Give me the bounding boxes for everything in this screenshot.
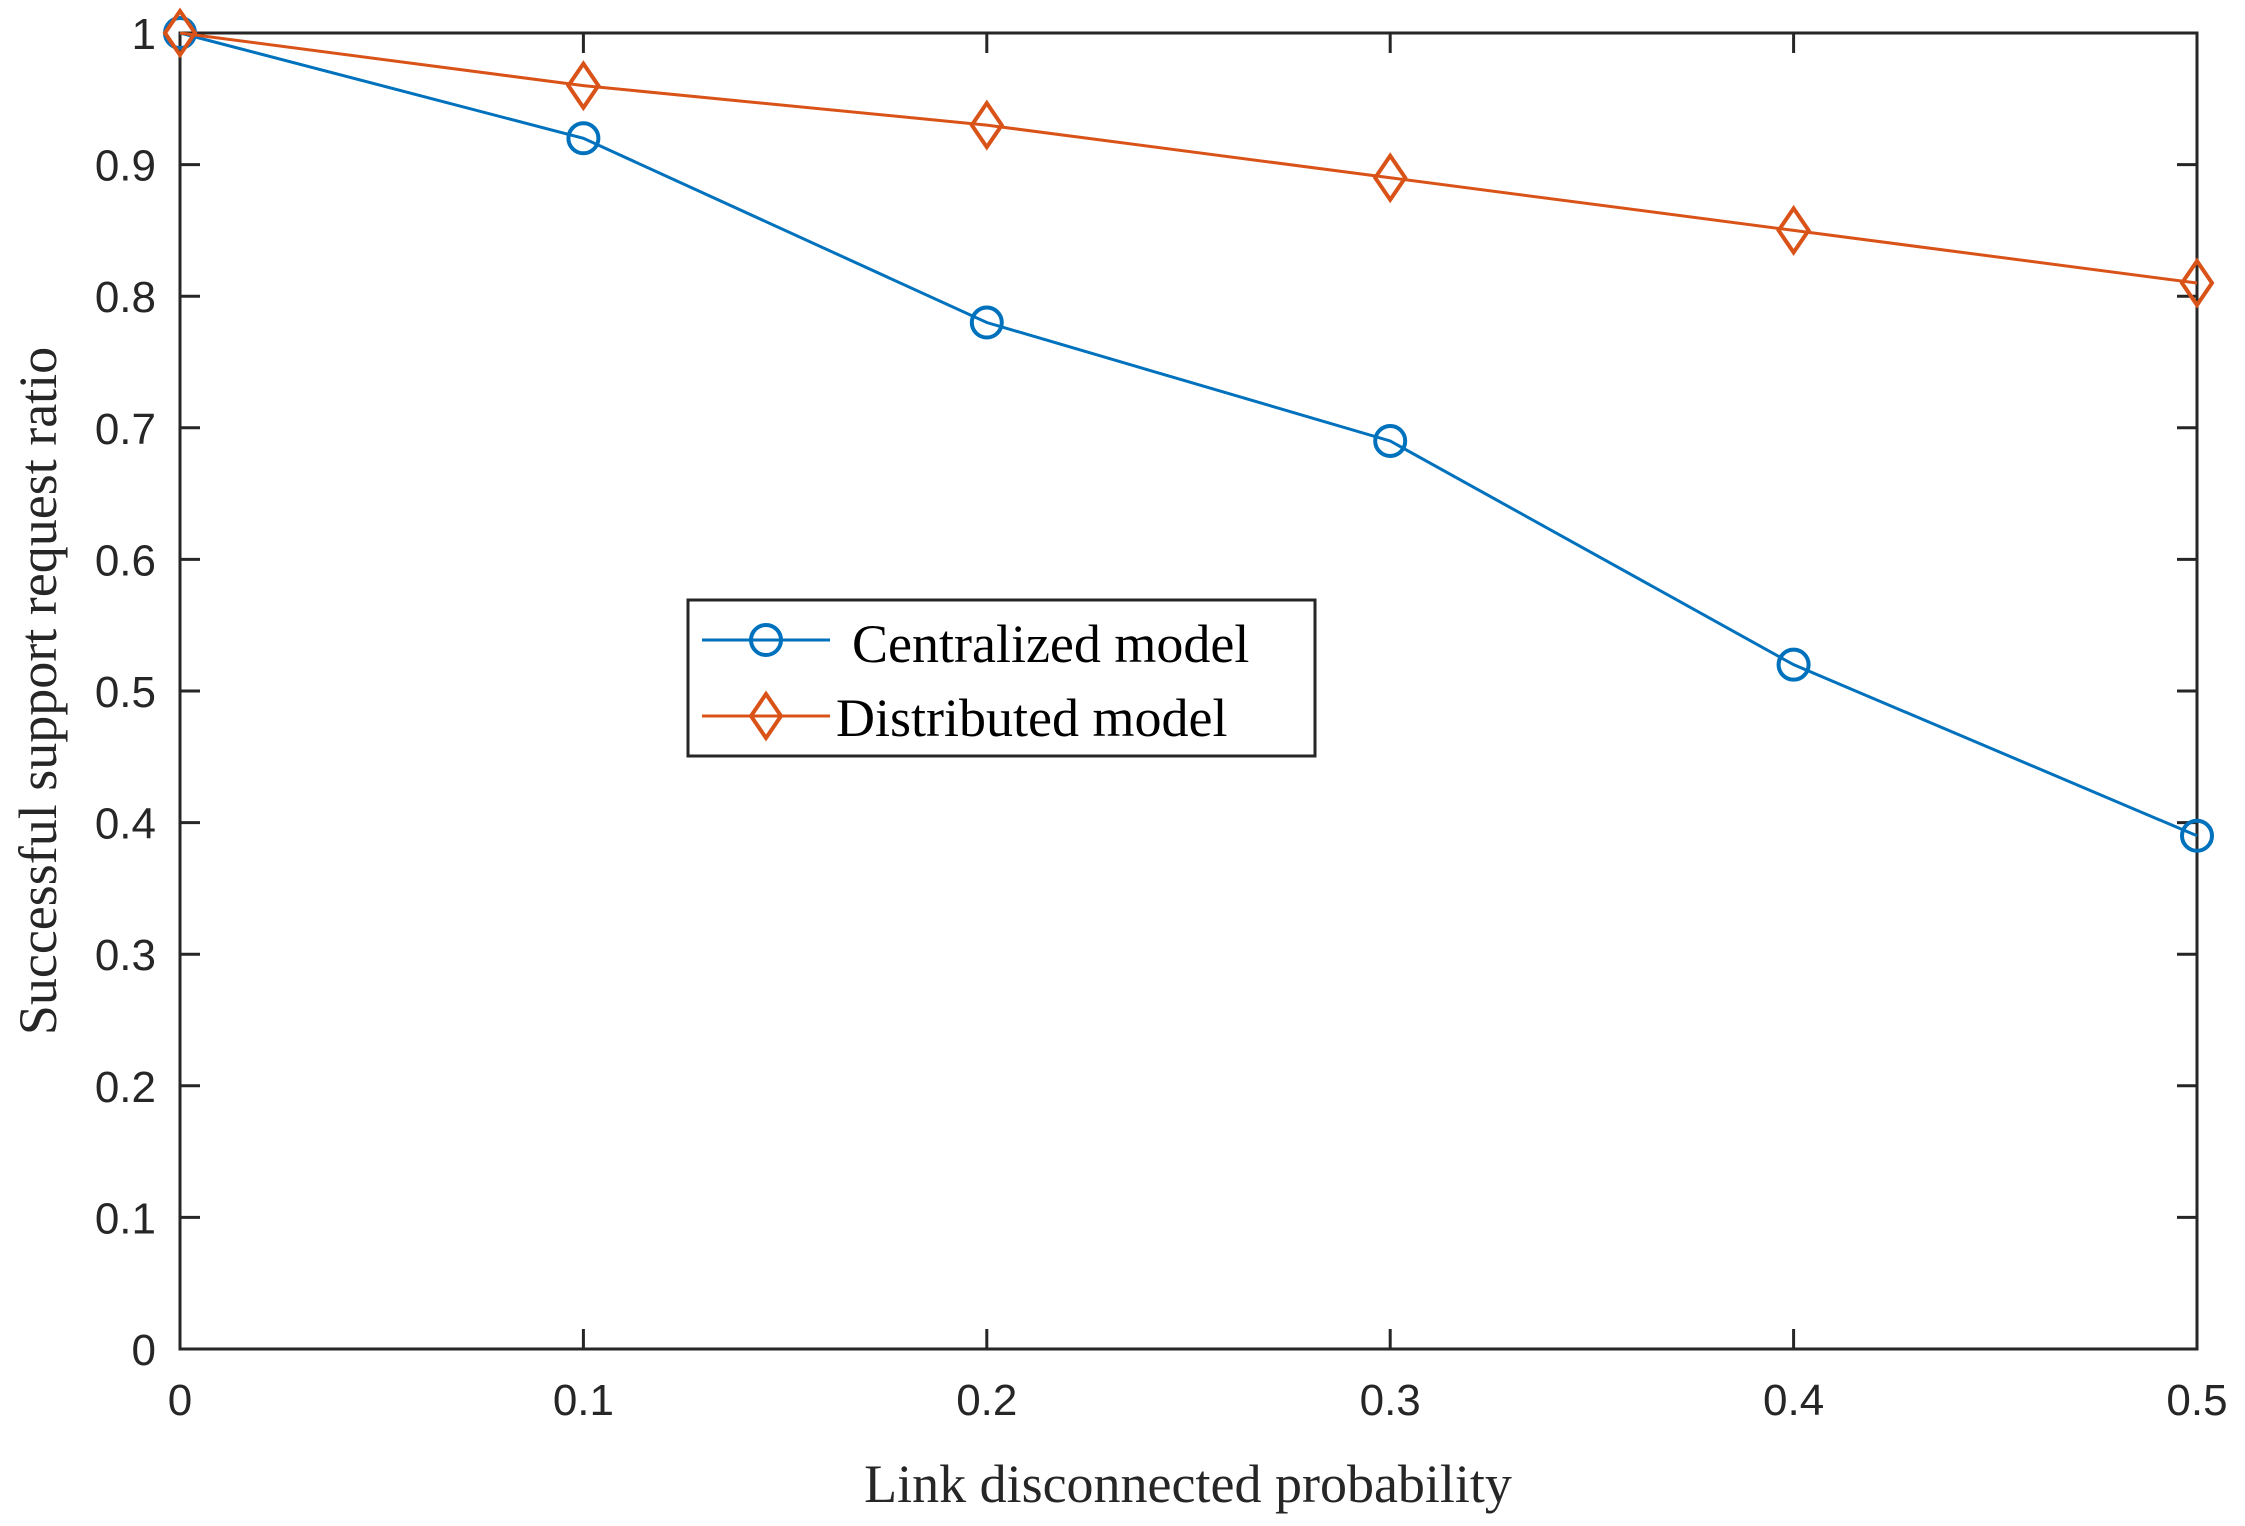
data-point-distributed-model [2179, 257, 2215, 309]
series-layer [162, 7, 2215, 853]
y-tick-label: 0.3 [95, 931, 156, 980]
data-point-distributed-model [162, 7, 198, 59]
y-tick-label: 0.9 [95, 142, 156, 191]
legend-label-distributed: Distributed model [836, 688, 1227, 748]
x-tick-label: 0.4 [1763, 1376, 1824, 1425]
data-point-distributed-model [1372, 152, 1408, 204]
legend-box [686, 598, 1317, 758]
x-tick-label: 0 [168, 1376, 192, 1425]
y-tick-label: 0 [132, 1326, 156, 1375]
data-point-centralized-model [2180, 818, 2214, 853]
data-point-distributed-model [1776, 204, 1812, 256]
data-point-distributed-model [565, 60, 601, 112]
tick-labels: 0 0.1 0.2 0.3 0.4 0.5 0 0.1 0.2 0.3 0.4 0.5 0.6 0.7 0.… [95, 10, 2228, 1425]
x-tick-label: 0.2 [956, 1376, 1017, 1425]
data-point-centralized-model [1373, 423, 1408, 458]
legend-marker-centralized [749, 623, 783, 657]
x-tick-label: 0.5 [2166, 1376, 2227, 1425]
y-tick-label: 1 [132, 10, 156, 59]
series-line-distributed-model [179, 31, 2198, 285]
x-tick-label: 0.1 [553, 1376, 614, 1425]
legend-marker-distributed [748, 690, 784, 742]
x-axis-label: Link disconnected probability [864, 1454, 1512, 1514]
x-tick-label: 0.3 [1360, 1376, 1421, 1425]
data-point-centralized-model [1776, 647, 1811, 682]
y-tick-label: 0.4 [95, 800, 156, 849]
y-tick-label: 0.5 [95, 668, 156, 717]
data-point-distributed-model [969, 99, 1005, 151]
y-tick-label: 0.6 [95, 536, 156, 585]
legend: Centralized model Distributed model [686, 598, 1317, 758]
legend-label-centralized: Centralized model [852, 614, 1249, 674]
data-point-centralized-model [566, 121, 601, 156]
series-line-centralized-model [179, 31, 2198, 838]
plot-frame [178, 31, 2199, 1351]
y-tick-label: 0.8 [95, 273, 156, 322]
y-tick-label: 0.7 [95, 405, 156, 454]
y-axis-label: Successful support request ratio [8, 347, 68, 1035]
y-tick-label: 0.2 [95, 1063, 156, 1112]
y-tick-label: 0.1 [95, 1194, 156, 1243]
data-point-centralized-model [969, 305, 1004, 340]
